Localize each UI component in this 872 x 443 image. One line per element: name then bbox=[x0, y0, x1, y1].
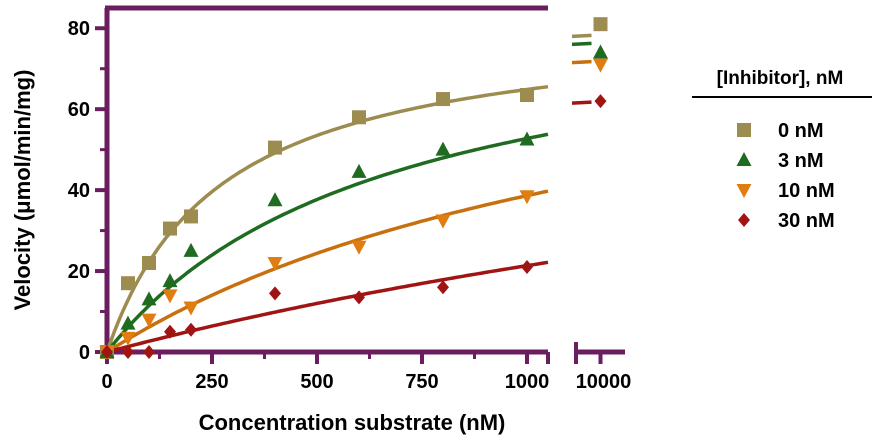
data-point bbox=[184, 209, 198, 224]
fit-curve bbox=[105, 84, 549, 353]
data-point bbox=[521, 260, 533, 275]
data-point bbox=[267, 192, 283, 207]
data-point bbox=[593, 44, 608, 59]
data-point bbox=[351, 163, 367, 178]
data-point bbox=[593, 17, 608, 32]
fit-curve-break bbox=[571, 33, 592, 39]
data-point bbox=[183, 301, 199, 316]
data-point bbox=[162, 289, 178, 304]
y-tick-label: 40 bbox=[68, 180, 90, 202]
data-point bbox=[142, 255, 156, 270]
data-point bbox=[268, 140, 282, 155]
y-tick-label: 20 bbox=[68, 261, 90, 283]
data-point bbox=[120, 331, 136, 346]
legend: [Inhibitor], nM 0 nM 3 nM 10 nM 30 nM bbox=[692, 68, 872, 232]
x-tick-label: 1000 bbox=[505, 371, 550, 393]
data-point bbox=[351, 240, 367, 255]
x-tick-label: 0 bbox=[101, 371, 112, 393]
fit-curve bbox=[106, 260, 549, 354]
x-axis-title: Concentration substrate (nM) bbox=[199, 410, 506, 435]
data-point bbox=[519, 190, 535, 205]
data-point bbox=[520, 88, 534, 103]
data-point bbox=[353, 290, 365, 305]
fit-curve bbox=[106, 189, 549, 354]
fit-curves bbox=[105, 33, 592, 354]
x-tick-label-break: 10000 bbox=[576, 371, 632, 393]
y-tick-label: 80 bbox=[68, 18, 90, 40]
legend-title: [Inhibitor], nM bbox=[717, 68, 844, 89]
data-point bbox=[267, 256, 283, 271]
x-tick-label: 500 bbox=[300, 371, 333, 393]
axes bbox=[95, 5, 625, 364]
legend-label: 0 nM bbox=[778, 120, 824, 142]
fit-curve bbox=[105, 132, 549, 354]
data-point bbox=[435, 214, 451, 229]
legend-marker bbox=[736, 152, 752, 166]
tick-labels: 0 20 40 60 80 0 250 500 750 1000 10000 bbox=[68, 18, 632, 393]
data-point bbox=[519, 131, 535, 146]
data-points bbox=[99, 17, 608, 360]
data-point bbox=[163, 221, 177, 236]
x-tick-label: 250 bbox=[195, 371, 228, 393]
y-tick-label: 0 bbox=[79, 342, 90, 364]
legend-label: 30 nM bbox=[778, 210, 835, 232]
data-point bbox=[162, 273, 178, 288]
legend-marker bbox=[736, 184, 752, 198]
data-point bbox=[141, 313, 157, 328]
data-point bbox=[121, 276, 135, 291]
data-point bbox=[143, 345, 155, 359]
data-point bbox=[122, 345, 134, 359]
fit-curve-break bbox=[571, 41, 592, 47]
x-tick-label: 750 bbox=[405, 371, 438, 393]
fit-curve-break bbox=[571, 100, 592, 105]
data-point bbox=[436, 92, 450, 107]
legend-marker bbox=[737, 123, 751, 137]
data-point bbox=[101, 345, 113, 359]
y-axis-title: Velocity (μmol/min/mg) bbox=[10, 70, 35, 311]
data-point bbox=[594, 94, 607, 109]
fit-curve-break bbox=[571, 59, 592, 65]
data-point bbox=[141, 291, 157, 306]
data-point bbox=[269, 286, 281, 301]
data-point bbox=[437, 280, 449, 295]
data-point bbox=[352, 110, 366, 125]
y-tick-label: 60 bbox=[68, 99, 90, 121]
data-point bbox=[183, 242, 199, 257]
data-point bbox=[593, 58, 608, 73]
legend-label: 10 nM bbox=[778, 180, 835, 202]
data-point bbox=[164, 324, 176, 339]
legend-marker bbox=[738, 213, 750, 227]
legend-label: 3 nM bbox=[778, 150, 824, 172]
data-point bbox=[120, 315, 136, 330]
data-point bbox=[435, 141, 451, 156]
data-point bbox=[185, 322, 197, 337]
